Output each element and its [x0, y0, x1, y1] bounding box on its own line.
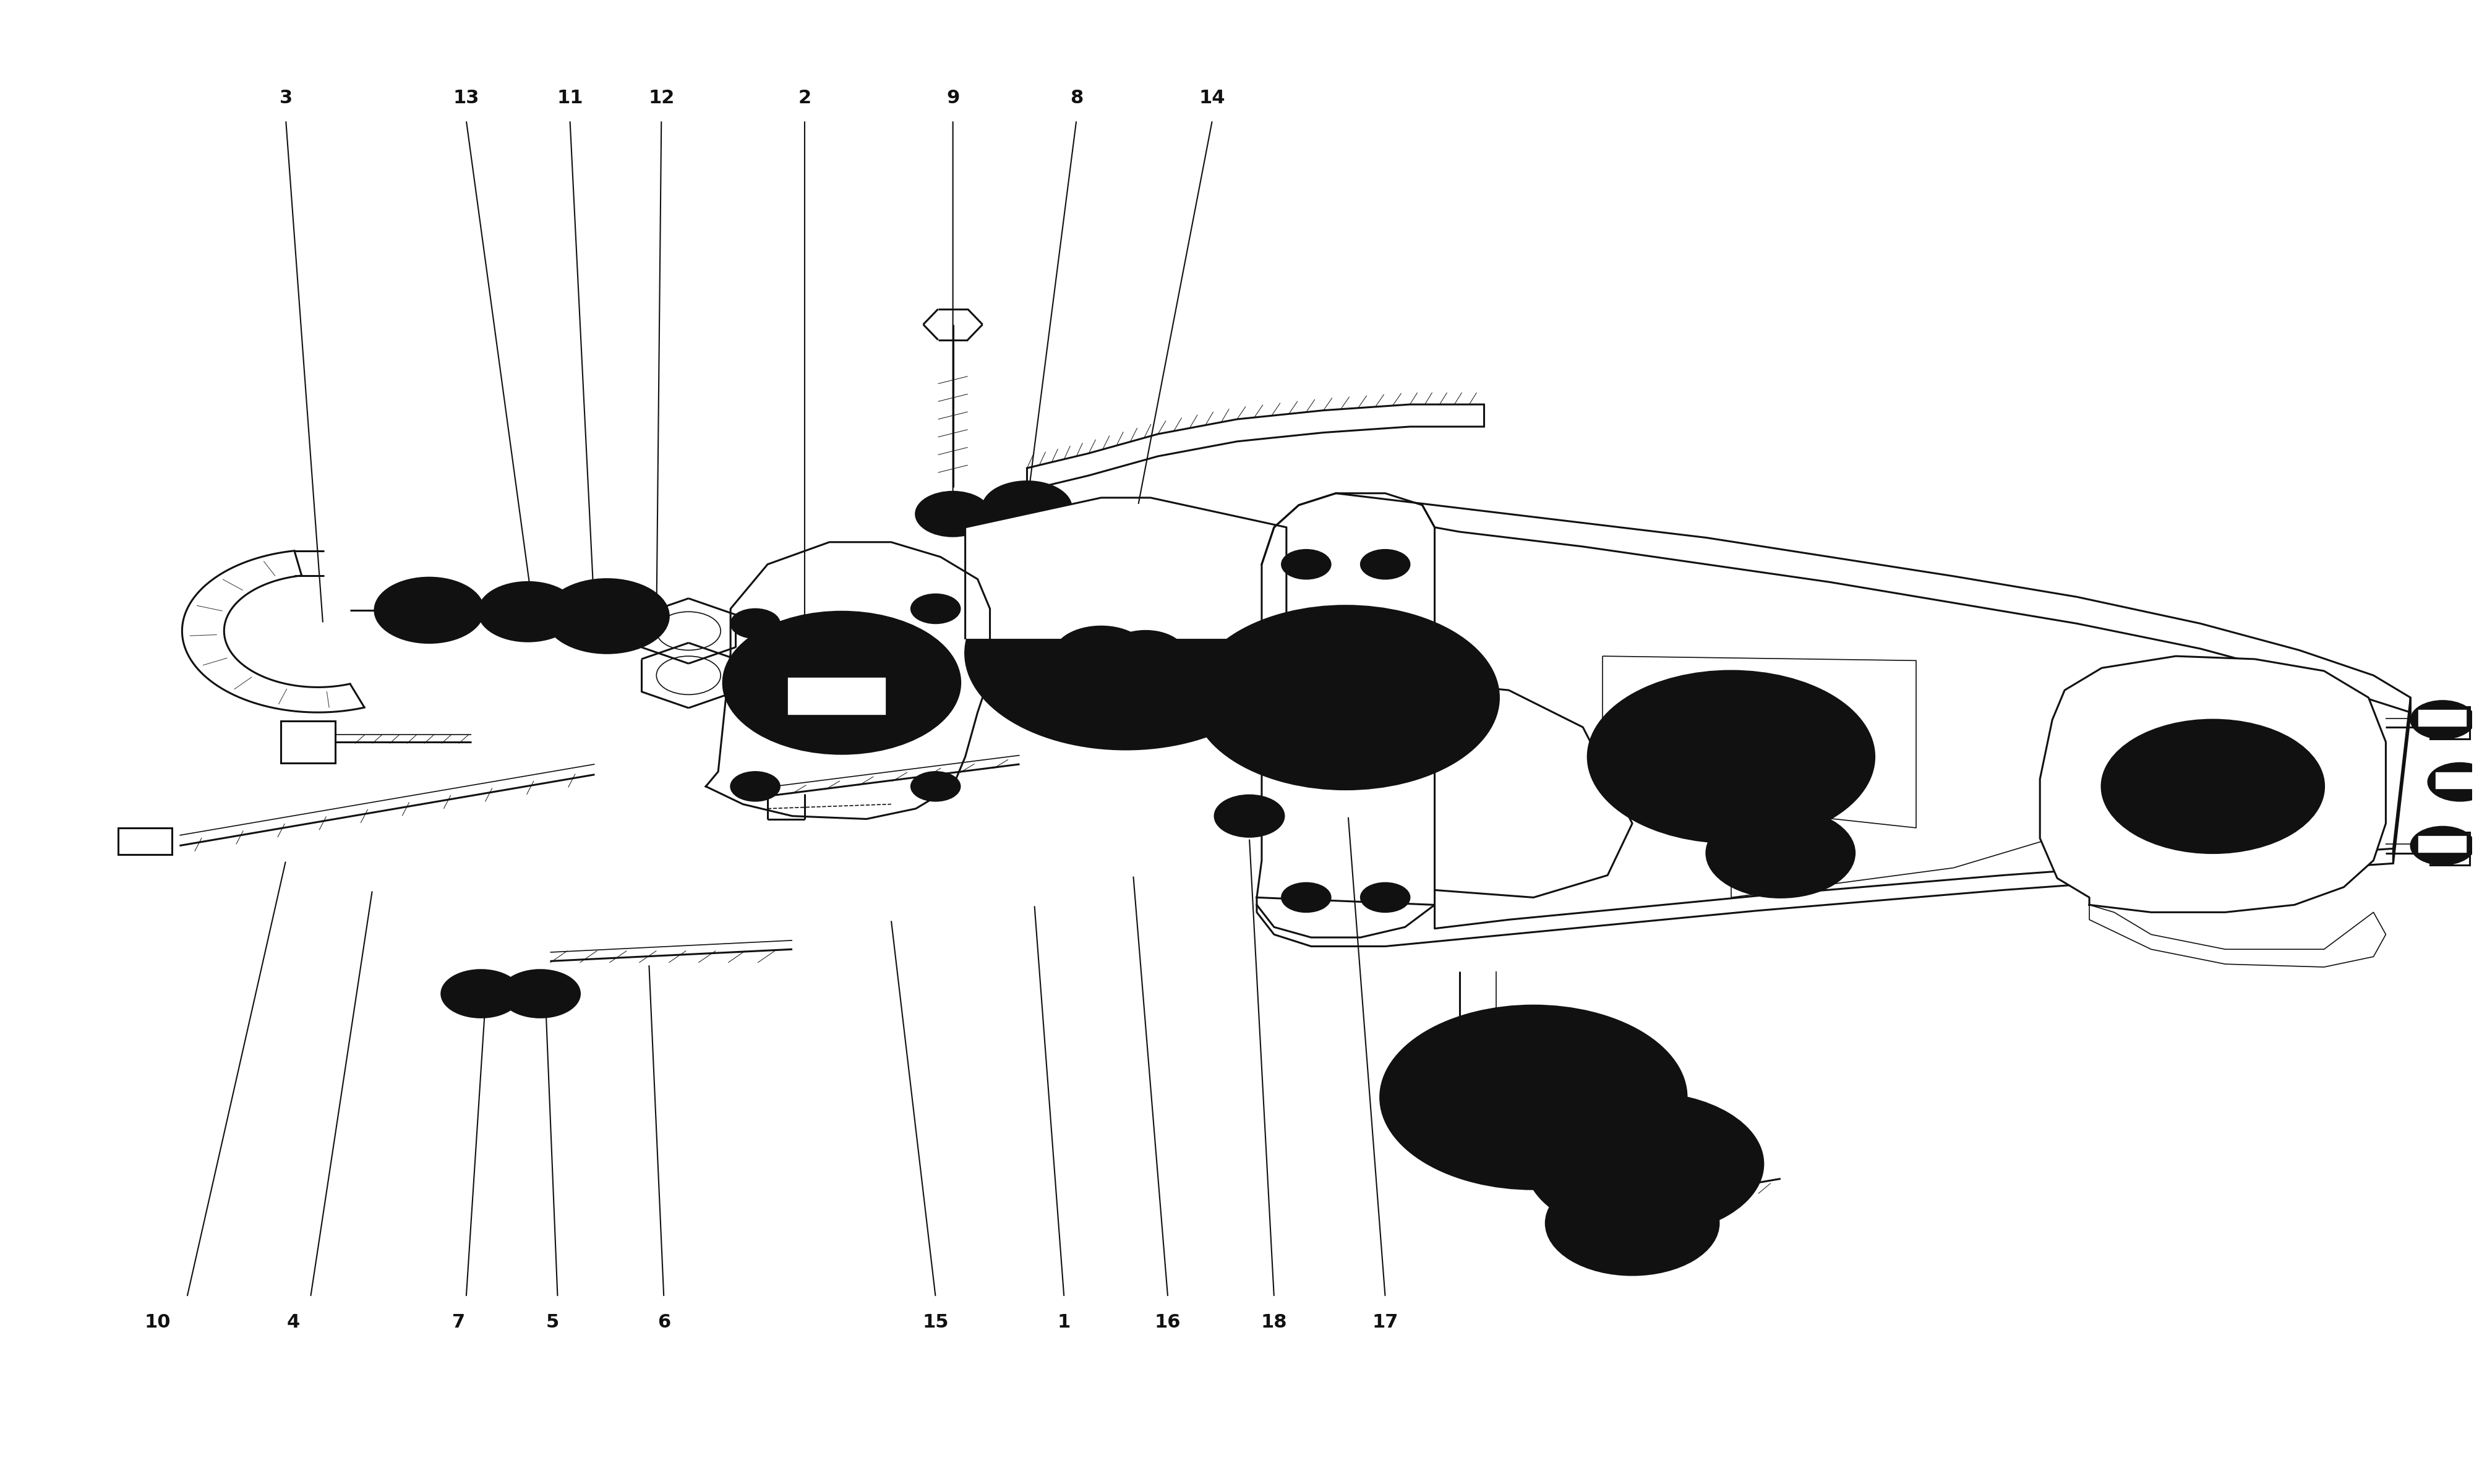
- Circle shape: [500, 971, 579, 1018]
- Circle shape: [1361, 549, 1410, 579]
- Circle shape: [1054, 626, 1148, 683]
- Bar: [2434, 772, 2474, 789]
- Text: 7: 7: [453, 1313, 465, 1331]
- Polygon shape: [965, 497, 1286, 638]
- Circle shape: [1380, 1006, 1687, 1189]
- Bar: [2417, 835, 2467, 853]
- Circle shape: [477, 582, 576, 641]
- Circle shape: [1695, 735, 1769, 779]
- Circle shape: [440, 971, 520, 1018]
- Circle shape: [910, 594, 960, 623]
- Text: 4: 4: [287, 1313, 299, 1331]
- Circle shape: [2410, 700, 2474, 739]
- Bar: [2429, 833, 2469, 865]
- Polygon shape: [1262, 493, 2410, 712]
- Polygon shape: [2041, 656, 2385, 913]
- Circle shape: [1282, 549, 1331, 579]
- Text: 15: 15: [923, 1313, 948, 1331]
- Circle shape: [1707, 809, 1856, 898]
- Text: 18: 18: [1262, 1313, 1286, 1331]
- Bar: [787, 677, 886, 715]
- Circle shape: [1361, 883, 1410, 913]
- Circle shape: [1526, 1092, 1764, 1235]
- Polygon shape: [1257, 849, 2392, 947]
- Text: 3: 3: [280, 89, 292, 107]
- Circle shape: [1546, 1171, 1719, 1275]
- Circle shape: [374, 577, 482, 643]
- Bar: [2417, 709, 2467, 727]
- Circle shape: [1106, 631, 1185, 678]
- Circle shape: [1192, 605, 1499, 789]
- Text: 11: 11: [557, 89, 584, 107]
- Circle shape: [722, 611, 960, 754]
- Circle shape: [2103, 720, 2323, 853]
- Polygon shape: [705, 542, 990, 819]
- Text: 1: 1: [1056, 1313, 1071, 1331]
- Text: 8: 8: [1069, 89, 1084, 107]
- Circle shape: [1282, 883, 1331, 913]
- Circle shape: [915, 491, 990, 536]
- Circle shape: [982, 481, 1071, 534]
- Bar: [2429, 706, 2469, 739]
- Circle shape: [1215, 795, 1284, 837]
- Bar: [119, 828, 173, 855]
- Text: 6: 6: [658, 1313, 670, 1331]
- Circle shape: [910, 772, 960, 801]
- Circle shape: [1588, 671, 1875, 843]
- Bar: [282, 721, 336, 763]
- Text: 9: 9: [945, 89, 960, 107]
- Circle shape: [544, 579, 668, 653]
- Circle shape: [965, 556, 1286, 749]
- Polygon shape: [1257, 493, 1435, 938]
- Text: 17: 17: [1373, 1313, 1398, 1331]
- Polygon shape: [1435, 683, 1633, 898]
- Text: 14: 14: [1200, 89, 1225, 107]
- Text: 16: 16: [1155, 1313, 1180, 1331]
- Text: 13: 13: [453, 89, 480, 107]
- Circle shape: [730, 608, 779, 638]
- Circle shape: [730, 772, 779, 801]
- Text: 10: 10: [143, 1313, 171, 1331]
- Circle shape: [2410, 827, 2474, 865]
- Text: 5: 5: [547, 1313, 559, 1331]
- Text: 2: 2: [799, 89, 811, 107]
- Circle shape: [2427, 763, 2474, 801]
- Text: 12: 12: [648, 89, 675, 107]
- Circle shape: [2187, 772, 2236, 801]
